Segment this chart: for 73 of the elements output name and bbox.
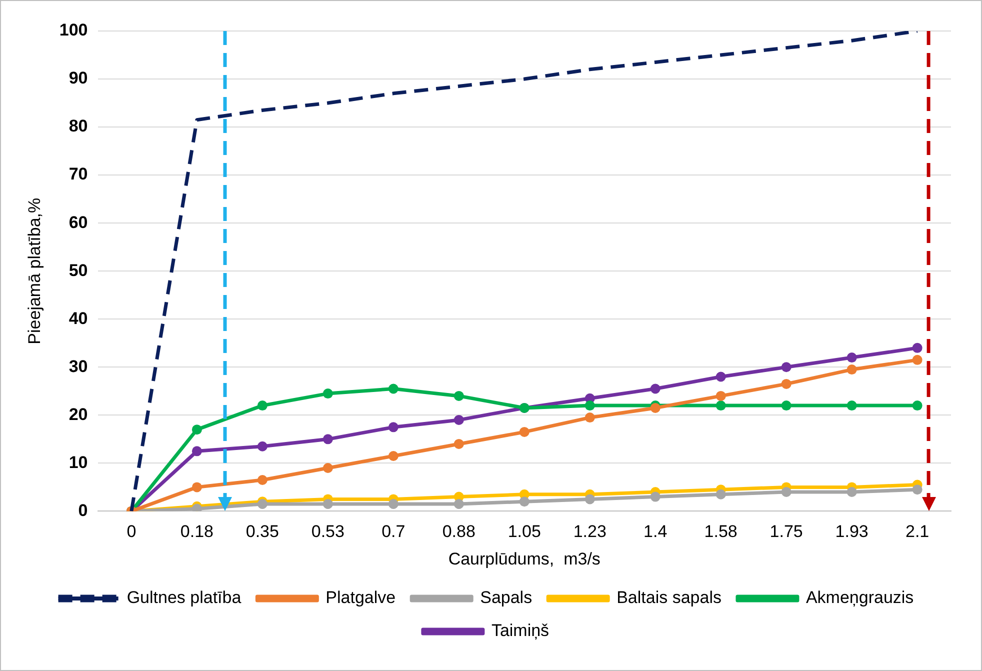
point [192,482,202,492]
point [846,400,857,411]
y-tick-label: 0 [78,500,88,520]
point [192,446,202,456]
point [454,498,464,509]
point [584,400,595,411]
point [454,438,464,449]
y-tick-label: 20 [68,404,88,424]
x-tick-label: 0.18 [180,522,214,542]
point [388,498,398,509]
y-tick-label: 100 [59,20,88,40]
x-tick-label: 0.88 [442,522,476,542]
point [388,384,398,394]
point [257,441,268,452]
point [454,390,464,401]
point [519,426,530,437]
point [650,492,660,502]
legend-label: Taimiņš [491,621,550,640]
point [322,388,333,399]
point [257,474,268,485]
x-tick-label: 0.53 [311,522,344,542]
y-tick-label: 30 [68,356,88,376]
legend-label: Akmeņgrauzis [806,588,914,608]
y-tick-label: 70 [68,164,88,184]
x-tick-label: 1.05 [508,522,541,542]
x-tick-label: 2.1 [906,522,930,542]
legend-label: Baltais sapals [616,588,722,608]
point [716,489,726,500]
point [846,352,857,363]
y-tick-label: 50 [68,260,88,280]
y-tick-label: 90 [68,68,88,88]
y-tick-label: 40 [68,308,88,328]
point [716,390,726,401]
point [912,400,922,411]
legend-label: Sapals [480,588,532,608]
x-tick-label: 1.58 [704,522,738,542]
point [781,400,792,411]
y-tick-label: 60 [68,212,88,232]
point [192,424,202,435]
point [912,354,922,365]
point [781,486,792,497]
x-tick-label: 0.35 [246,522,279,542]
legend-label: Gultnes platība [126,588,242,608]
point [584,494,595,504]
point [846,486,857,497]
point [322,434,333,444]
x-tick-label: 0.7 [382,522,406,542]
y-axis-title: Pieejamā platība,% [24,198,44,344]
x-axis-title: Caurplūdums, m3/s [448,549,600,568]
point [650,384,660,394]
point [584,412,595,423]
x-tick-label: 0 [126,522,136,542]
point [716,400,726,411]
point [912,484,922,495]
y-tick-label: 80 [68,116,88,136]
point [781,362,792,372]
point [781,378,792,389]
point [454,414,464,425]
point [846,364,857,375]
x-tick-label: 1.23 [573,522,606,542]
legend-label: Platgalve [326,588,396,608]
y-tick-label: 10 [68,452,88,472]
x-tick-label: 1.93 [835,522,868,542]
point [716,372,726,382]
x-tick-label: 1.75 [770,522,803,542]
point [519,496,530,507]
x-tick-label: 1.4 [644,522,668,542]
point [912,342,922,353]
point [257,400,268,411]
point [322,498,333,509]
point [388,422,398,432]
point [322,462,333,473]
point [388,450,398,461]
